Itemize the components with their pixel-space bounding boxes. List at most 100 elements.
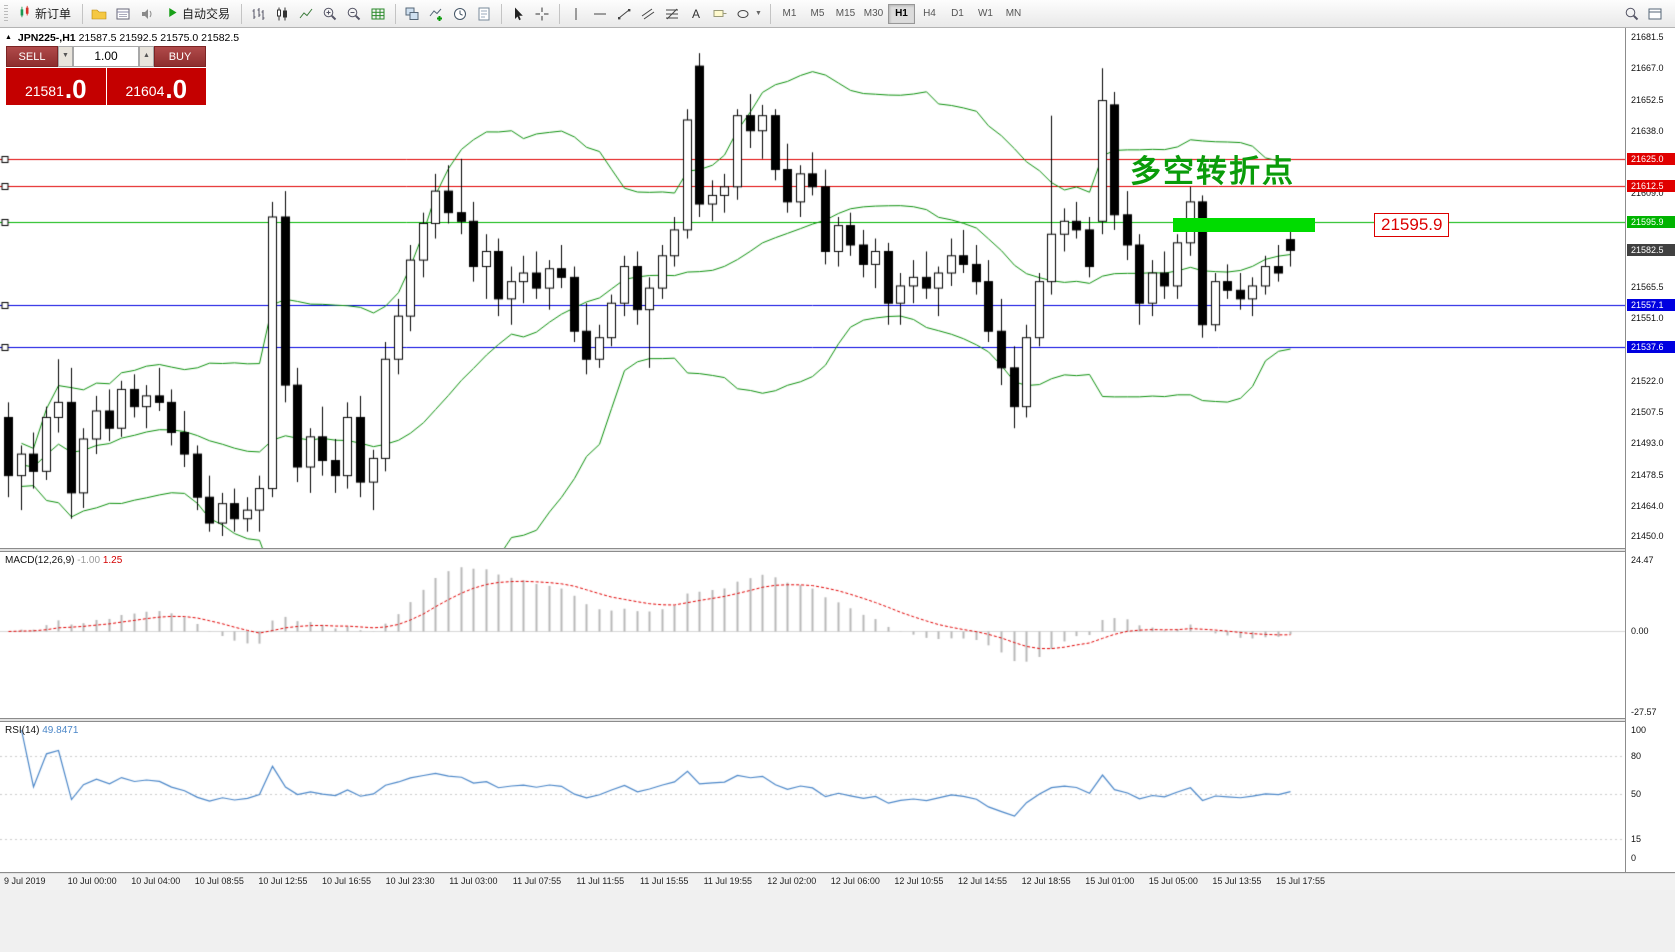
crosshair-button[interactable] (531, 3, 554, 25)
line-chart-button[interactable] (295, 3, 318, 25)
new-order-button[interactable]: 新订单 (12, 3, 77, 25)
time-axis[interactable]: 9 Jul 2019 10 Jul 00:00 10 Jul 04:00 10 Jul… (0, 874, 1675, 890)
cursor-button[interactable] (507, 3, 530, 25)
highlight-rectangle[interactable] (1173, 218, 1315, 232)
terminal-button[interactable] (136, 3, 159, 25)
fibonacci-button[interactable] (661, 3, 684, 25)
search-button[interactable] (1621, 3, 1644, 25)
data-window-button[interactable] (112, 3, 135, 25)
buy-price-button[interactable]: 21604.0 (106, 68, 206, 105)
time-axis-label: 15 Jul 01:00 (1085, 876, 1135, 886)
text-label-button[interactable] (709, 3, 732, 25)
symbol-info: ▲ JPN225-,H1 21587.5 21592.5 21575.0 215… (5, 32, 239, 44)
volume-down-button[interactable]: ▼ (58, 46, 73, 67)
zoom-in-button[interactable] (319, 3, 342, 25)
macd-value-signal: 1.25 (102, 555, 123, 566)
horizontal-line-button[interactable] (589, 3, 612, 25)
rsi-axis-tick: 15 (1631, 833, 1642, 844)
time-axis-label: 11 Jul 07:55 (512, 876, 562, 886)
market-watch-button[interactable] (88, 3, 111, 25)
bar-chart-button[interactable] (247, 3, 270, 25)
price-axis[interactable]: 21681.5 21667.0 21652.5 21638.0 21609.0 21565… (1625, 28, 1675, 872)
channel-button[interactable] (637, 3, 660, 25)
time-axis-label: 11 Jul 11:55 (576, 876, 625, 886)
volume-input[interactable]: 1.00 (73, 46, 139, 67)
time-axis-label: 15 Jul 17:55 (1276, 876, 1326, 886)
layouts-button[interactable] (1644, 3, 1667, 25)
time-axis-label: 10 Jul 23:30 (385, 876, 435, 886)
price-axis-tick: 21464.0 (1631, 500, 1664, 511)
trendline-button[interactable] (613, 3, 636, 25)
candlestick-chart-button[interactable] (271, 3, 294, 25)
timeframe-w1-button[interactable]: W1 (972, 4, 999, 24)
new-order-icon (18, 5, 32, 22)
time-axis-label: 10 Jul 08:55 (194, 876, 244, 886)
data-window-icon (116, 8, 130, 19)
vertical-line-button[interactable] (565, 3, 588, 25)
timeframe-m1-button[interactable]: M1 (776, 4, 803, 24)
crosshair-icon (535, 7, 549, 20)
shapes-button[interactable]: ▼ (733, 3, 765, 25)
label-icon (713, 9, 727, 17)
new-order-label: 新订单 (35, 7, 72, 21)
buy-price-pips: .0 (165, 74, 188, 104)
sell-price-main: 21581 (24, 83, 64, 100)
market-watch-icon (91, 9, 107, 19)
rsi-name: RSI(14) (5, 725, 40, 736)
periods-button[interactable] (449, 3, 472, 25)
collapse-triangle-icon[interactable]: ▲ (5, 34, 12, 41)
sell-button[interactable]: SELL (6, 46, 58, 67)
zoom-out-icon (347, 7, 361, 20)
panel-separator[interactable] (0, 718, 1675, 722)
bar-chart-icon (252, 7, 265, 20)
toolbar-separator (559, 3, 561, 24)
chart-annotation-text[interactable]: 多空转折点 (1130, 154, 1295, 189)
sell-price-button[interactable]: 21581.0 (6, 68, 106, 105)
time-axis-label: 11 Jul 19:55 (703, 876, 752, 886)
time-axis-label: 15 Jul 13:55 (1212, 876, 1262, 886)
timeframe-h1-button[interactable]: H1 (887, 3, 915, 24)
time-axis-label: 11 Jul 15:55 (640, 876, 689, 886)
indicators-button[interactable] (425, 3, 448, 25)
timeframe-mn-button[interactable]: MN (1000, 4, 1027, 24)
price-axis-tick: 21493.0 (1631, 438, 1664, 449)
rsi-axis-tick: 100 (1631, 725, 1647, 735)
panel-separator[interactable] (0, 548, 1675, 552)
text-button[interactable]: A (685, 3, 708, 25)
toolbar-separator (501, 3, 503, 24)
timeframe-m15-button[interactable]: M15 (832, 4, 859, 24)
hline-price-label: 21612.5 (1627, 179, 1675, 192)
channel-icon (641, 8, 655, 19)
price-axis-tick: 21638.0 (1631, 125, 1664, 136)
grid-button[interactable] (367, 3, 390, 25)
sell-price-pips: .0 (64, 74, 87, 104)
macd-panel-canvas[interactable] (0, 552, 1625, 718)
buy-button[interactable]: BUY (154, 46, 206, 67)
tile-windows-button[interactable] (401, 3, 424, 25)
main-chart-canvas[interactable] (0, 28, 1625, 548)
line-chart-icon (299, 8, 313, 18)
price-axis-tick: 21507.5 (1631, 407, 1664, 418)
rsi-panel-canvas[interactable] (0, 722, 1625, 872)
indicators-icon (429, 8, 443, 21)
search-icon (1625, 7, 1639, 20)
macd-name: MACD(12,26,9) (5, 555, 75, 566)
templates-button[interactable] (473, 3, 496, 25)
price-tag-label[interactable]: 21595.9 (1374, 213, 1450, 237)
toolbar-grip[interactable] (4, 4, 8, 23)
autotrade-play-icon (166, 6, 179, 22)
macd-value-main: -1.00 (77, 555, 101, 566)
timeframe-m30-button[interactable]: M30 (860, 4, 887, 24)
zoom-out-button[interactable] (343, 3, 366, 25)
timeframe-m5-button[interactable]: M5 (804, 4, 831, 24)
price-axis-tick: 21551.0 (1631, 313, 1664, 324)
symbol-name: JPN225-,H1 (17, 32, 76, 44)
timeframe-d1-button[interactable]: D1 (944, 4, 971, 24)
timeframe-h4-button[interactable]: H4 (916, 4, 943, 24)
price-axis-tick: 21652.5 (1631, 94, 1664, 105)
macd-axis-tick: 0.00 (1631, 626, 1649, 637)
volume-up-button[interactable]: ▲ (139, 46, 154, 67)
rsi-label: RSI(14) 49.8471 (5, 725, 78, 736)
autotrade-button[interactable]: 自动交易 (160, 3, 236, 25)
time-axis-label: 12 Jul 14:55 (958, 876, 1008, 886)
